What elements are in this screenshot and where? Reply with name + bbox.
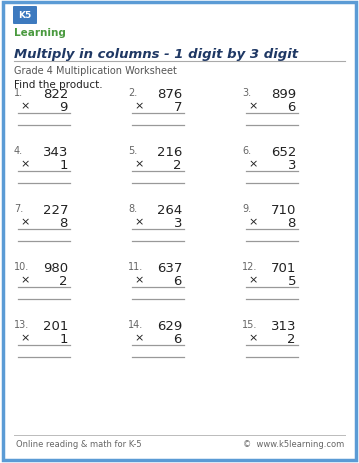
Text: 2: 2 xyxy=(288,332,296,345)
Text: 710: 710 xyxy=(271,204,296,217)
Text: 2.: 2. xyxy=(128,88,137,98)
Text: 899: 899 xyxy=(271,88,296,101)
Text: K5: K5 xyxy=(18,12,32,20)
Text: 5.: 5. xyxy=(128,146,137,156)
Text: Online reading & math for K-5: Online reading & math for K-5 xyxy=(16,439,141,448)
Text: 980: 980 xyxy=(43,262,68,275)
Text: 3.: 3. xyxy=(242,88,251,98)
Text: ×: × xyxy=(134,275,143,284)
Text: 701: 701 xyxy=(271,262,296,275)
Text: 13.: 13. xyxy=(14,319,29,329)
Text: 4.: 4. xyxy=(14,146,23,156)
Text: 822: 822 xyxy=(43,88,68,101)
Text: ×: × xyxy=(134,217,143,226)
Text: 8.: 8. xyxy=(128,204,137,213)
Text: 1: 1 xyxy=(60,159,68,172)
Text: 6: 6 xyxy=(288,101,296,114)
Text: ×: × xyxy=(20,101,29,111)
Text: ×: × xyxy=(20,217,29,226)
Text: 652: 652 xyxy=(271,146,296,159)
Text: ©  www.k5learning.com: © www.k5learning.com xyxy=(243,439,344,448)
Text: ×: × xyxy=(134,101,143,111)
Text: 3: 3 xyxy=(288,159,296,172)
Text: 2: 2 xyxy=(60,275,68,288)
Text: 343: 343 xyxy=(43,146,68,159)
Text: ×: × xyxy=(134,332,143,342)
Text: 264: 264 xyxy=(157,204,182,217)
Text: 876: 876 xyxy=(157,88,182,101)
Text: 10.: 10. xyxy=(14,262,29,271)
Text: 5: 5 xyxy=(288,275,296,288)
Text: ×: × xyxy=(248,217,257,226)
Text: 3: 3 xyxy=(173,217,182,230)
Text: 6: 6 xyxy=(174,275,182,288)
Text: 9: 9 xyxy=(60,101,68,114)
Text: ×: × xyxy=(20,332,29,342)
Text: 12.: 12. xyxy=(242,262,257,271)
Text: 1: 1 xyxy=(60,332,68,345)
Text: 201: 201 xyxy=(43,319,68,332)
Text: ×: × xyxy=(248,159,257,169)
Text: ×: × xyxy=(248,275,257,284)
Text: 9.: 9. xyxy=(242,204,251,213)
Text: 637: 637 xyxy=(157,262,182,275)
FancyBboxPatch shape xyxy=(13,7,37,25)
Text: 629: 629 xyxy=(157,319,182,332)
Text: ×: × xyxy=(20,159,29,169)
Text: 14.: 14. xyxy=(128,319,143,329)
Text: Learning: Learning xyxy=(14,28,66,38)
Text: 11.: 11. xyxy=(128,262,143,271)
Text: 6: 6 xyxy=(174,332,182,345)
Text: ×: × xyxy=(248,332,257,342)
Text: 8: 8 xyxy=(60,217,68,230)
Text: ×: × xyxy=(134,159,143,169)
Text: ×: × xyxy=(20,275,29,284)
Text: ×: × xyxy=(248,101,257,111)
Text: 7: 7 xyxy=(173,101,182,114)
Text: 6.: 6. xyxy=(242,146,251,156)
Text: Multiply in columns - 1 digit by 3 digit: Multiply in columns - 1 digit by 3 digit xyxy=(14,48,298,61)
Text: 7.: 7. xyxy=(14,204,23,213)
Text: 1.: 1. xyxy=(14,88,23,98)
Text: Grade 4 Multiplication Worksheet: Grade 4 Multiplication Worksheet xyxy=(14,66,177,76)
Text: 227: 227 xyxy=(42,204,68,217)
Text: 8: 8 xyxy=(288,217,296,230)
Text: 2: 2 xyxy=(173,159,182,172)
Text: 216: 216 xyxy=(157,146,182,159)
Text: Find the product.: Find the product. xyxy=(14,80,103,90)
Text: 15.: 15. xyxy=(242,319,257,329)
Text: 313: 313 xyxy=(270,319,296,332)
